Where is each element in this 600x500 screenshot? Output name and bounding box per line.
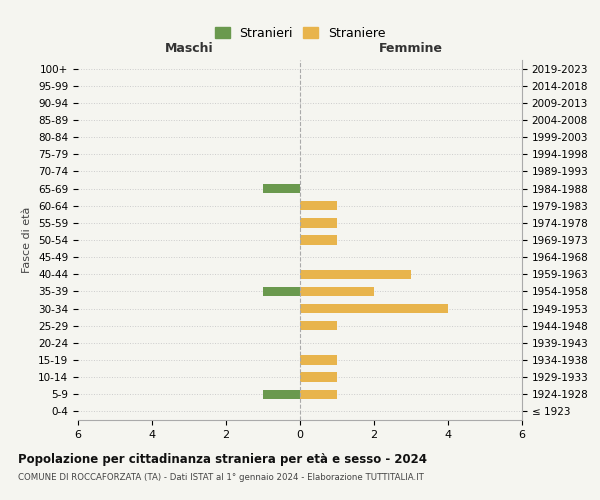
Bar — [300, 218, 337, 228]
Bar — [300, 270, 411, 279]
Bar — [263, 286, 300, 296]
Bar — [300, 356, 337, 364]
Bar — [300, 372, 337, 382]
Bar — [263, 390, 300, 399]
Text: Femmine: Femmine — [379, 42, 443, 55]
Bar — [300, 286, 374, 296]
Bar — [300, 304, 448, 314]
Text: Maschi: Maschi — [164, 42, 214, 55]
Bar — [263, 184, 300, 194]
Text: Popolazione per cittadinanza straniera per età e sesso - 2024: Popolazione per cittadinanza straniera p… — [18, 452, 427, 466]
Bar — [300, 201, 337, 210]
Bar — [300, 390, 337, 399]
Legend: Stranieri, Straniere: Stranieri, Straniere — [211, 23, 389, 44]
Bar — [300, 236, 337, 244]
Text: COMUNE DI ROCCAFORZATA (TA) - Dati ISTAT al 1° gennaio 2024 - Elaborazione TUTTI: COMUNE DI ROCCAFORZATA (TA) - Dati ISTAT… — [18, 472, 424, 482]
Y-axis label: Fasce di età: Fasce di età — [22, 207, 32, 273]
Bar — [300, 321, 337, 330]
